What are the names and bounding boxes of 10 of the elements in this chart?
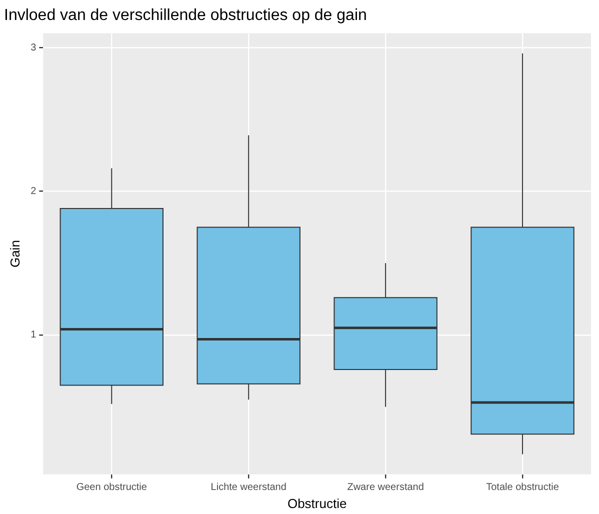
y-tick-label: 2 xyxy=(30,186,37,198)
x-tick-label: Zware weerstand xyxy=(347,482,424,494)
x-axis-title: Obstructie xyxy=(287,496,347,511)
x-tick-label: Totale obstructie xyxy=(486,482,560,494)
chart-title: Invloed van de verschillende obstructies op de gain xyxy=(4,7,367,24)
x-tick-label: Geen obstructie xyxy=(76,482,148,494)
y-tick-label: 3 xyxy=(30,42,37,54)
y-axis-title: Gain xyxy=(7,240,22,268)
x-tick-label: Lichte weerstand xyxy=(210,482,286,494)
y-tick-label: 1 xyxy=(30,330,37,341)
